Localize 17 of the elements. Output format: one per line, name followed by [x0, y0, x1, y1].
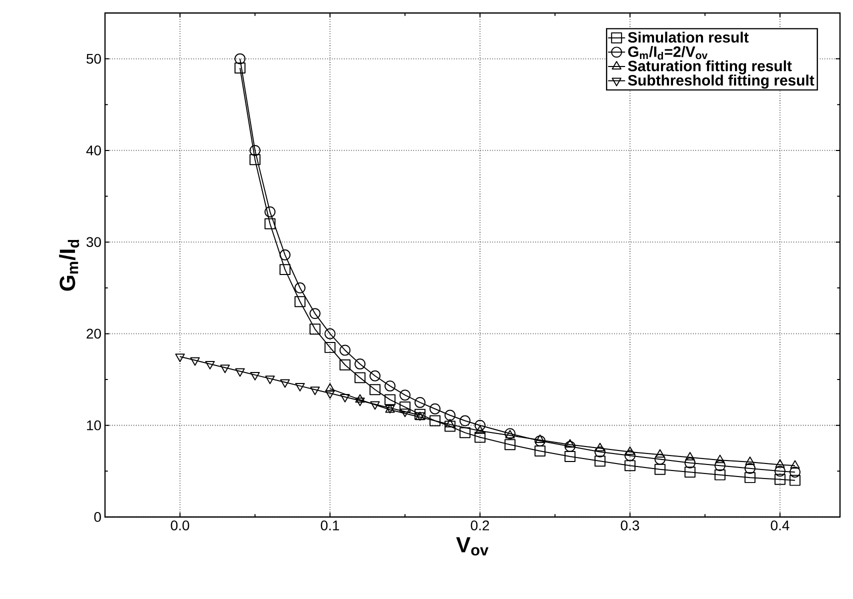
y-tick-label: 0 — [94, 512, 101, 522]
y-tick-label: 30 — [86, 237, 101, 248]
x-tick-label: 0.1 — [320, 520, 340, 530]
y-tick-label: 20 — [86, 328, 101, 339]
x-tick-label: 0.2 — [470, 520, 490, 530]
y-axis-title: G$_{m}$/I$_{d}$ — [59, 240, 80, 291]
x-tick-label: 0.0 — [170, 520, 190, 530]
x-tick-label: 0.4 — [770, 520, 790, 530]
legend-label: G$_{m}$/I$_{d}$=2/V$_{ov}$ — [628, 46, 708, 60]
y-tick-label: 10 — [87, 420, 101, 430]
y-tick-label: 40 — [86, 145, 101, 156]
x-axis-title: V$_{ov}$ — [456, 537, 488, 556]
legend-label: Subthreshold fitting result — [628, 74, 814, 89]
y-tick-label: 50 — [86, 54, 101, 64]
x-tick-label: 0.3 — [620, 520, 640, 530]
legend-label: Simulation result — [628, 32, 749, 43]
legend-label: Saturation fitting result — [628, 60, 792, 74]
